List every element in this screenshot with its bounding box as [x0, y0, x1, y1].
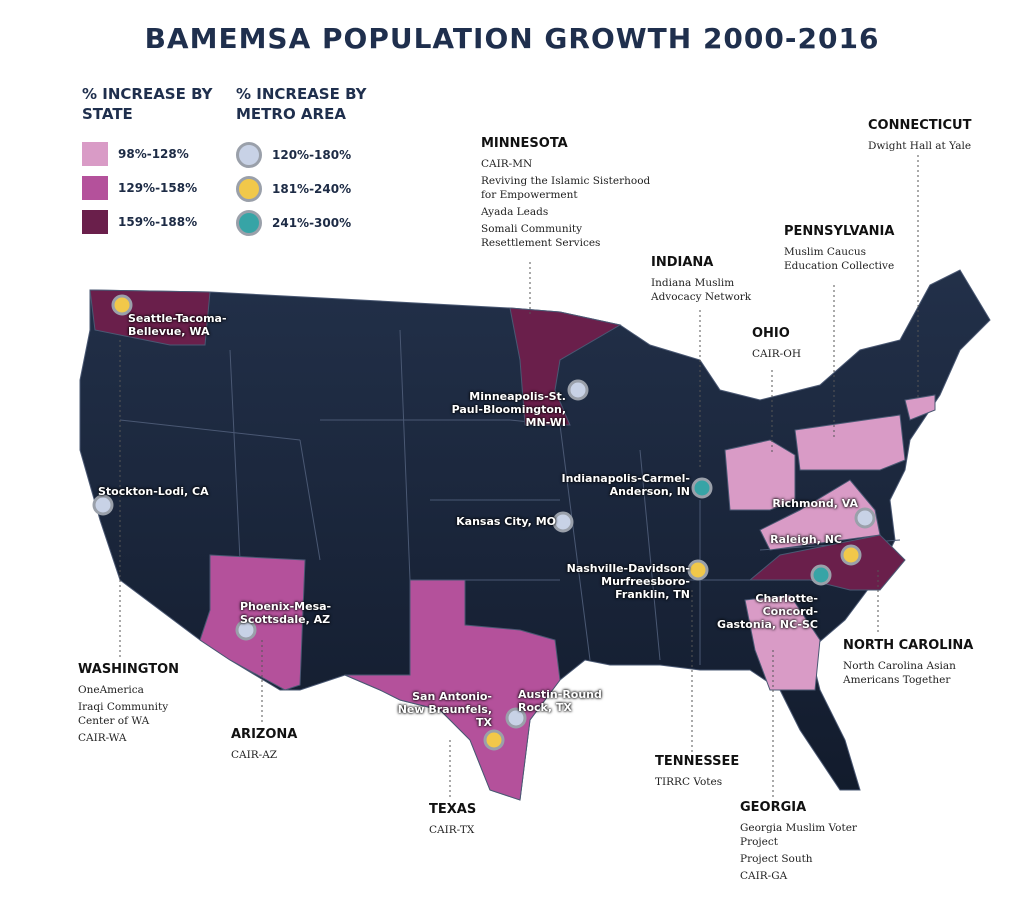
legend-swatch: [236, 142, 262, 168]
state-pa: [794, 414, 906, 471]
annotation-org: Somali Community Resettlement Services: [481, 223, 601, 249]
annotation-state: GEORGIA: [740, 800, 807, 815]
annotation-org: Dwight Hall at Yale: [868, 140, 972, 152]
annotation-state: OHIO: [752, 326, 790, 341]
state-tx: [344, 579, 561, 801]
legend-title: % INCREASE BY STATE: [82, 85, 213, 123]
metro-dot: [691, 477, 713, 499]
metro-label: Stockton-Lodi, CA: [98, 485, 209, 498]
metro-label: Raleigh, NC: [770, 533, 842, 546]
annotation: MINNESOTA CAIR-MN Reviving the Islamic Sis…: [481, 136, 651, 253]
annotation: TEXAS CAIR-TX: [429, 802, 519, 840]
legend-label: 98%-128%: [118, 147, 189, 161]
annotation-state: ARIZONA: [231, 727, 298, 742]
metro-label: Austin-Round Rock, TX: [518, 688, 602, 714]
annotation-state: INDIANA: [651, 255, 714, 270]
annotation-org: Project South: [740, 853, 813, 865]
metro-label: Kansas City, MO: [456, 515, 556, 528]
legend-item: 181%-240%: [236, 176, 351, 202]
annotation-org: OneAmerica: [78, 684, 144, 696]
metro-label: Charlotte-Concord-Gastonia, NC-SC: [717, 592, 818, 631]
annotation-org: CAIR-GA: [740, 870, 788, 882]
metro-label: Nashville-Davidson-Murfreesboro-Franklin…: [566, 562, 690, 601]
annotation: INDIANA Indiana Muslim Advocacy Network: [651, 255, 771, 307]
annotation-org: CAIR-AZ: [231, 749, 278, 761]
state-ct: [904, 394, 936, 421]
metro-label: Phoenix-Mesa-Scottsdale, AZ: [240, 600, 332, 626]
annotation-state: MINNESOTA: [481, 136, 568, 151]
state-mn: [509, 307, 622, 426]
metro-dot: [111, 294, 133, 316]
metro-label: Richmond, VA: [772, 497, 858, 510]
legend-label: 120%-180%: [272, 148, 352, 162]
annotation-state: WASHINGTON: [78, 662, 180, 677]
legend-swatch: [82, 210, 108, 234]
state-va: [759, 479, 881, 551]
annotation: PENNSYLVANIA Muslim Caucus Education Coll…: [784, 224, 914, 276]
annotation: WASHINGTON OneAmerica Iraqi Community Cent…: [78, 662, 198, 748]
annotation: NORTH CAROLINA North Carolina Asian Ameri…: [843, 638, 1013, 690]
title: BAMEMSA POPULATION GROWTH 2000-2016: [144, 22, 880, 55]
metro-dot: [505, 707, 527, 729]
metro-label: Seattle-Tacoma-Bellevue, WA: [128, 312, 227, 338]
metro-dot: [92, 494, 114, 516]
legend-label: 181%-240%: [272, 182, 352, 196]
annotation-org: Georgia Muslim Voter Project: [740, 822, 857, 848]
metro-dot: [567, 379, 589, 401]
metro-label: Minneapolis-St. Paul-Bloomington, MN-WI: [451, 390, 566, 429]
metro-dot: [840, 544, 862, 566]
annotation: CONNECTICUT Dwight Hall at Yale: [868, 118, 998, 156]
metro-dot: [552, 511, 574, 533]
legend-item: 129%-158%: [82, 176, 197, 200]
annotation-org: Muslim Caucus Education Collective: [784, 246, 895, 272]
annotation-org: North Carolina Asian Americans Together: [843, 660, 956, 686]
metro-dot: [687, 559, 709, 581]
annotation: TENNESSEE TIRRC Votes: [655, 754, 765, 792]
annotation-org: Reviving the Islamic Sisterhood for Empo…: [481, 175, 651, 201]
annotation-state: NORTH CAROLINA: [843, 638, 974, 653]
state-oh: [724, 439, 796, 511]
annotation-org: Ayada Leads: [481, 206, 549, 218]
legend-item: 120%-180%: [236, 142, 351, 168]
annotation: OHIO CAIR-OH: [752, 326, 842, 364]
legend-item: 159%-188%: [82, 210, 197, 234]
annotation-org: CAIR-MN: [481, 158, 533, 170]
metro-dot: [810, 564, 832, 586]
legend-item: 98%-128%: [82, 142, 189, 166]
legend-swatch: [82, 142, 108, 166]
annotation-org: CAIR-WA: [78, 732, 127, 744]
metro-dot: [483, 729, 505, 751]
annotation-org: Indiana Muslim Advocacy Network: [651, 277, 752, 303]
metro-dot: [854, 507, 876, 529]
annotation-org: CAIR-TX: [429, 824, 475, 836]
legend-swatch: [236, 210, 262, 236]
annotation: ARIZONA CAIR-AZ: [231, 727, 331, 765]
legend-swatch: [236, 176, 262, 202]
legend-title: % INCREASE BY METRO AREA: [236, 85, 367, 123]
state-nc: [748, 534, 906, 591]
state-ga: [744, 594, 821, 691]
annotation: GEORGIA Georgia Muslim Voter Project Proje…: [740, 800, 860, 886]
annotation-org: Iraqi Community Center of WA: [78, 701, 169, 727]
legend-swatch: [82, 176, 108, 200]
metro-dot: [235, 619, 257, 641]
legend-label: 129%-158%: [118, 181, 198, 195]
annotation-org: CAIR-OH: [752, 348, 801, 360]
metro-label: Indianapolis-Carmel-Anderson, IN: [561, 472, 690, 498]
annotation-state: CONNECTICUT: [868, 118, 972, 133]
annotation-org: TIRRC Votes: [655, 776, 723, 788]
metro-label: San Antonio-New Braunfels, TX: [397, 690, 492, 729]
annotation-state: TEXAS: [429, 802, 477, 817]
legend-label: 241%-300%: [272, 216, 352, 230]
annotation-state: TENNESSEE: [655, 754, 740, 769]
legend-label: 159%-188%: [118, 215, 198, 229]
annotation-state: PENNSYLVANIA: [784, 224, 895, 239]
legend-item: 241%-300%: [236, 210, 351, 236]
leader-lines: [119, 155, 919, 800]
